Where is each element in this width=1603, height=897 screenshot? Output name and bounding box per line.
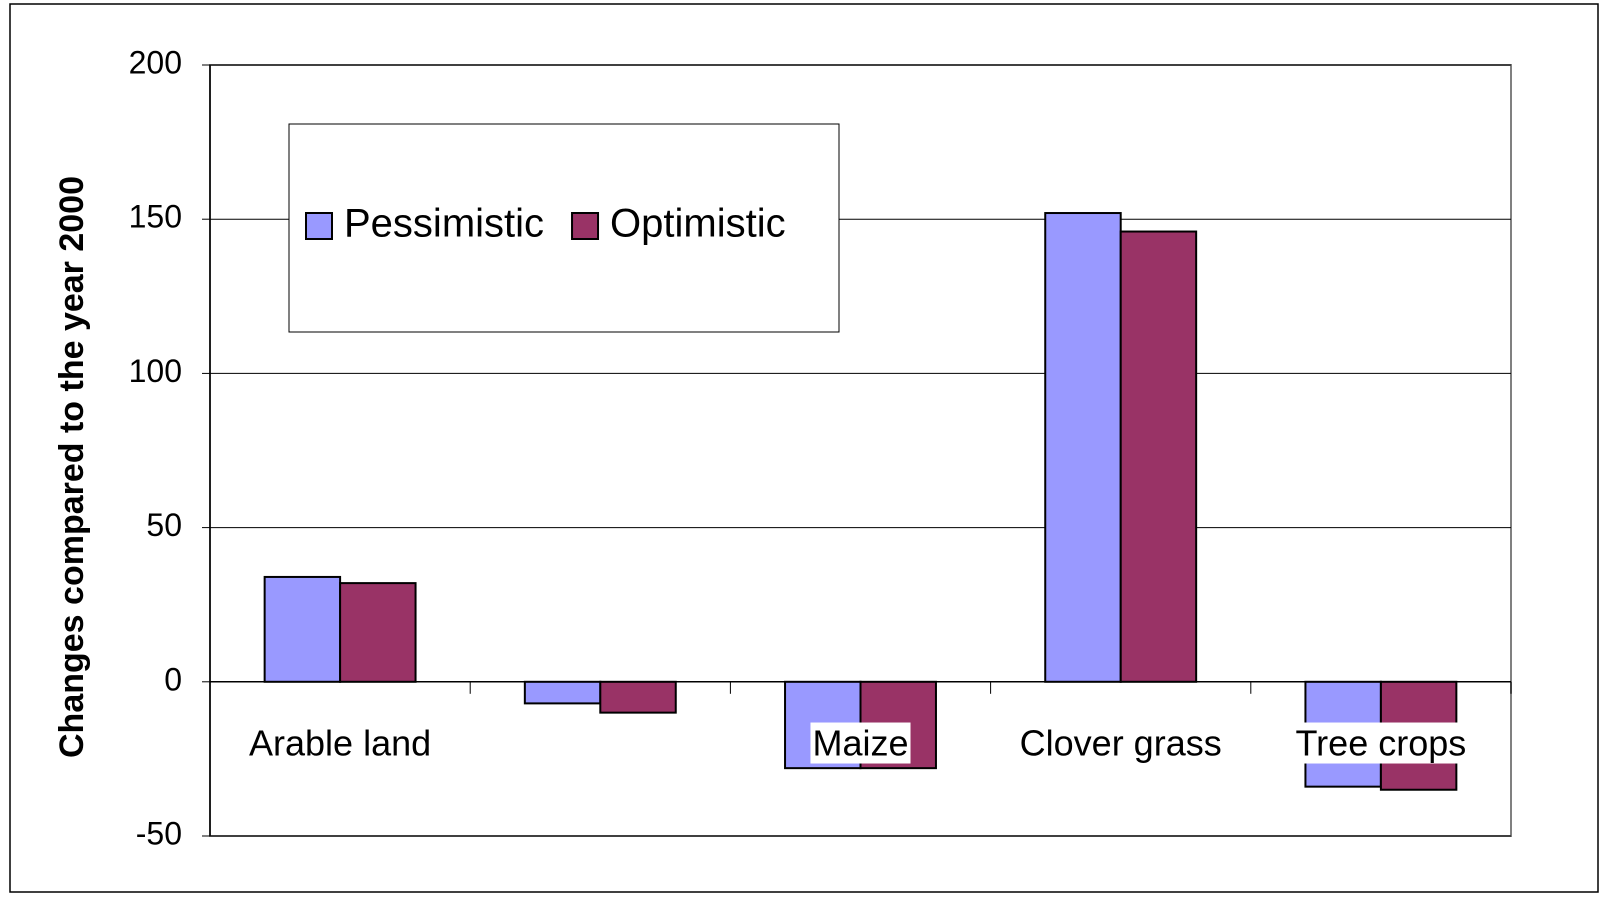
- x-tick-label: Arable land: [249, 723, 431, 764]
- x-tick-label: Tree crops: [1296, 723, 1467, 764]
- y-tick-label: -50: [136, 815, 182, 851]
- x-tick-label-bg: [810, 722, 911, 764]
- x-tick-label-bg: [247, 722, 434, 764]
- bar: [1119, 230, 1198, 683]
- y-tick-label: 50: [146, 507, 182, 543]
- x-tick-label-bg: [1017, 722, 1224, 764]
- y-tick-label: 100: [129, 353, 182, 389]
- x-tick-label: Maize: [812, 723, 908, 764]
- y-tick-label: 0: [164, 661, 182, 697]
- legend-label: Optimistic: [610, 202, 786, 246]
- y-axis-label: Changes compared to the year 2000: [53, 176, 91, 758]
- x-tick-label: Clover grass: [1020, 723, 1222, 764]
- bar: [339, 582, 417, 683]
- legend-label: Pessimistic: [344, 202, 544, 246]
- x-tick-label-bg: [1293, 722, 1469, 764]
- legend-box: [288, 123, 840, 333]
- legend-swatch: [571, 212, 600, 240]
- bar: [599, 680, 677, 714]
- legend-swatch: [305, 212, 333, 240]
- bar: [263, 575, 342, 683]
- bar: [523, 680, 602, 705]
- y-tick-label: 150: [129, 199, 182, 235]
- y-tick-label: 200: [129, 44, 182, 80]
- bar: [1044, 212, 1122, 683]
